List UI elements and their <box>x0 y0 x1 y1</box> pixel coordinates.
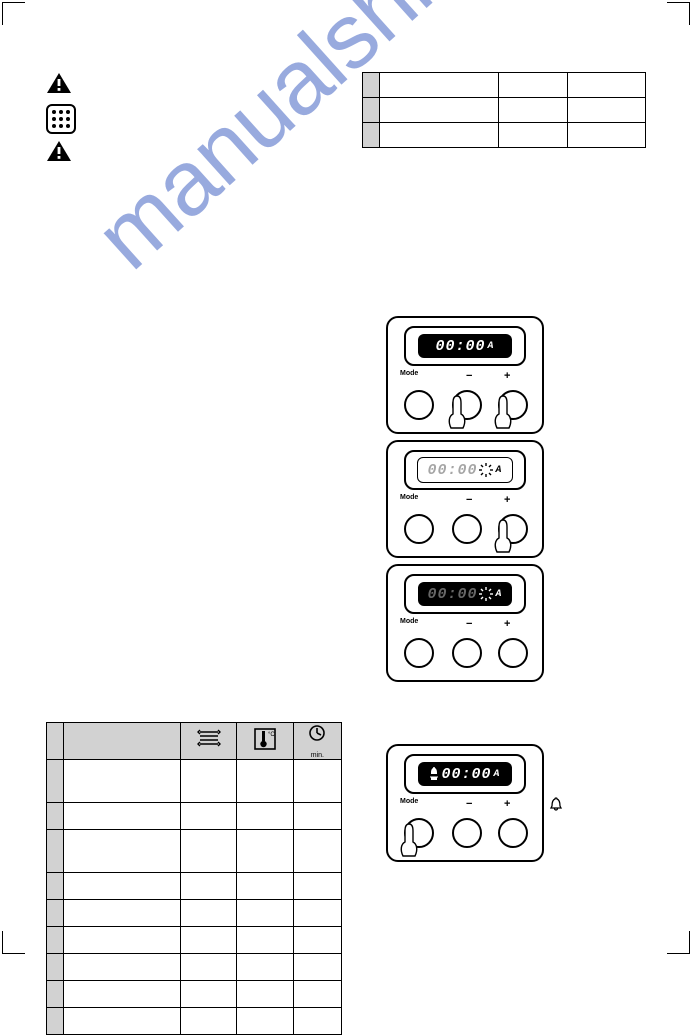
crop-mark-tl <box>2 2 25 25</box>
warning-icon <box>46 140 72 162</box>
minus-label: − <box>466 798 472 810</box>
button-row <box>388 514 542 546</box>
cooking-table: °C min. <box>46 722 342 1035</box>
plus-label: + <box>504 618 510 630</box>
lcd-frame: 00:00 A <box>404 574 526 614</box>
minus-label: − <box>466 494 472 506</box>
table-row <box>47 954 342 981</box>
table-row <box>47 873 342 900</box>
plus-button[interactable] <box>498 818 528 848</box>
panel-4: 00:00A Mode − + <box>386 744 544 862</box>
table-row <box>47 830 342 873</box>
table-header-blank <box>47 723 64 760</box>
lcd-text: 00:00 <box>441 766 491 783</box>
lcd-frame: 00:00A <box>404 326 526 366</box>
table-header-time-icon: min. <box>293 723 341 760</box>
minus-label: − <box>466 618 472 630</box>
table-row <box>47 900 342 927</box>
panel-3: 00:00 A Mode − + <box>386 564 544 682</box>
plus-button[interactable] <box>498 514 528 544</box>
plus-label: + <box>504 370 510 382</box>
thermometer-icon: °C <box>253 727 277 751</box>
lcd-display: 00:00A <box>418 762 512 786</box>
button-row <box>388 390 542 422</box>
minus-label: − <box>466 370 472 382</box>
mode-label: Mode <box>400 370 418 377</box>
mode-button[interactable] <box>404 514 434 544</box>
crop-mark-br <box>667 931 690 954</box>
lcd-display: 00:00 A <box>417 457 513 483</box>
table-row <box>363 98 646 123</box>
lcd-frame: 00:00A <box>404 754 526 794</box>
table-header-temp-icon: °C <box>237 723 293 760</box>
content-area: manualshive.com <box>46 72 646 920</box>
minus-button[interactable] <box>452 638 482 668</box>
small-table <box>362 72 646 148</box>
control-panels-group: 00:00A Mode − + <box>386 316 646 862</box>
table-row <box>47 760 342 803</box>
button-row <box>388 638 542 670</box>
plus-label: + <box>504 798 510 810</box>
button-row <box>388 818 542 850</box>
mode-label: Mode <box>400 494 418 501</box>
mode-label: Mode <box>400 798 418 805</box>
plus-button[interactable] <box>498 390 528 420</box>
table-header-row: °C min. <box>47 723 342 760</box>
table-row <box>47 1008 342 1035</box>
crop-mark-bl <box>2 931 25 954</box>
plus-label: + <box>504 494 510 506</box>
lcd-text: 00:00 <box>435 338 485 355</box>
table-header-blank <box>63 723 181 760</box>
blink-icon <box>479 587 493 601</box>
minus-button[interactable] <box>452 514 482 544</box>
lcd-text: 00:00 <box>427 462 477 479</box>
lcd-suffix: A <box>496 465 503 476</box>
lcd-suffix: A <box>496 589 503 600</box>
table-header-rack-icon <box>181 723 237 760</box>
mode-label: Mode <box>400 618 418 625</box>
warning-icon <box>46 72 72 94</box>
left-column: °C min. <box>46 72 342 1035</box>
clock-icon <box>305 723 329 747</box>
table-row <box>47 927 342 954</box>
lcd-display: 00:00 A <box>418 582 512 606</box>
bell-icon <box>548 796 564 812</box>
panel-1: 00:00A Mode − + <box>386 316 544 434</box>
rack-levels-icon <box>197 727 221 751</box>
grid-dots-icon <box>46 104 76 134</box>
min-label: min. <box>294 752 341 759</box>
lcd-frame: 00:00 A <box>404 450 526 490</box>
table-row <box>363 123 646 148</box>
minus-button[interactable] <box>452 390 482 420</box>
right-column: 00:00A Mode − + <box>362 72 646 868</box>
lcd-suffix: A <box>494 769 501 780</box>
blink-icon <box>479 463 493 477</box>
lcd-text: 00:00 <box>427 586 477 603</box>
panel-2: 00:00 A Mode − + <box>386 440 544 558</box>
page: manualshive.com <box>0 0 692 956</box>
minus-button[interactable] <box>452 818 482 848</box>
mode-button[interactable] <box>404 638 434 668</box>
table-row <box>47 981 342 1008</box>
table-row <box>363 73 646 98</box>
table-row <box>47 803 342 830</box>
plus-button[interactable] <box>498 638 528 668</box>
crop-mark-tr <box>667 2 690 25</box>
lcd-display: 00:00A <box>418 334 512 358</box>
bell-pot-icon <box>429 766 439 782</box>
svg-text:°C: °C <box>268 732 275 738</box>
mode-button[interactable] <box>404 390 434 420</box>
mode-button[interactable] <box>404 818 434 848</box>
lcd-suffix: A <box>488 341 495 352</box>
